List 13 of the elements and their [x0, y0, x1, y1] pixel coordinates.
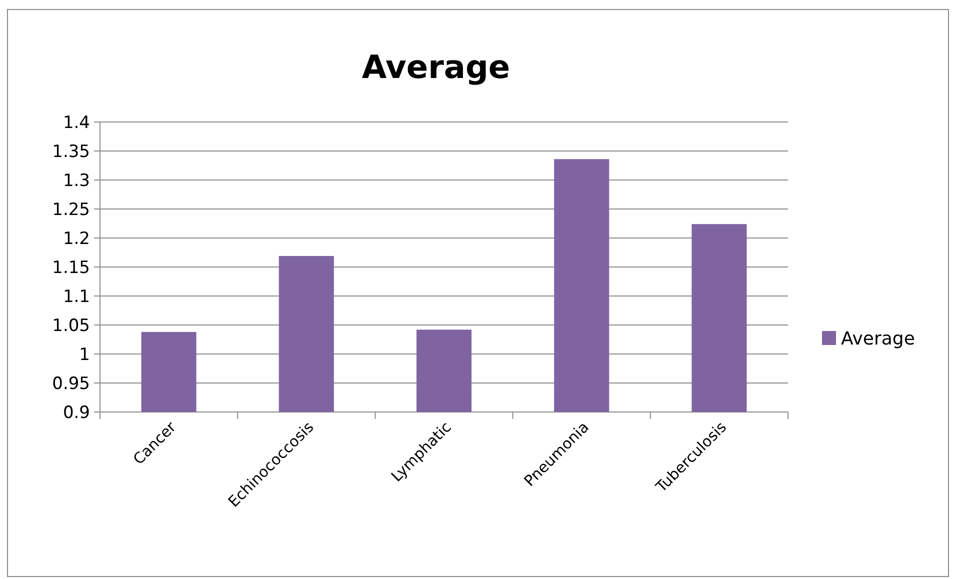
y-tick-label: 0.95 — [52, 374, 90, 394]
y-tick-label: 1.35 — [52, 142, 90, 162]
y-tick-label: 0.9 — [62, 402, 90, 423]
legend-label: Average — [841, 328, 915, 350]
chart-title: Average — [362, 48, 510, 86]
y-tick-label: 1 — [79, 344, 90, 365]
y-tick-label: 1.15 — [52, 258, 90, 278]
y-tick-label: 1.25 — [52, 200, 90, 220]
y-tick-label: 1.4 — [62, 112, 90, 133]
y-tick-label: 1.3 — [62, 170, 90, 191]
y-tick-label: 1.05 — [52, 316, 90, 336]
y-tick-label: 1.1 — [62, 286, 90, 307]
y-tick-label: 1.2 — [62, 228, 90, 249]
